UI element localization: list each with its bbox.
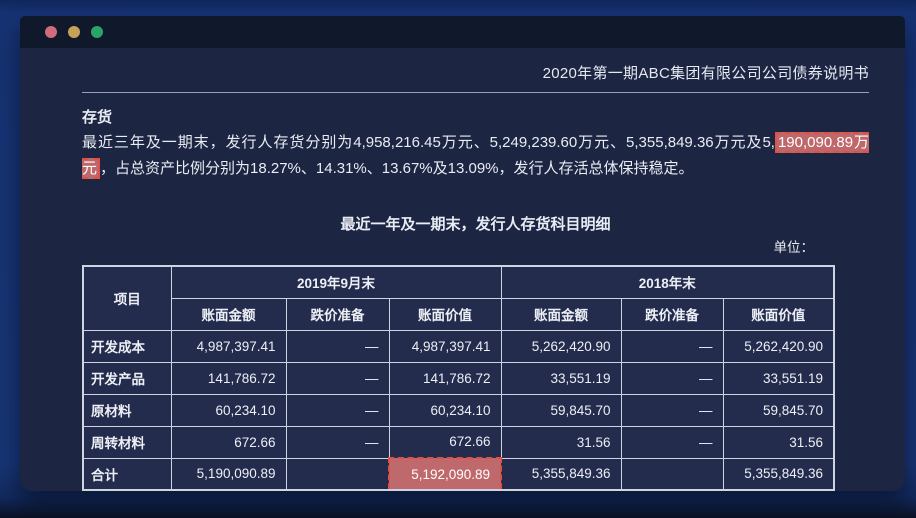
column-header-item: 项目 (82, 265, 172, 331)
row-label: 开发产品 (82, 361, 172, 395)
document-header-title: 2020年第一期ABC集团有限公司公司债券说明书 (542, 65, 869, 82)
cell-value: 141,786.72 (388, 361, 502, 395)
table-row: 原材料 60,234.10 — 60,234.10 59,845.70 — 59… (82, 393, 835, 427)
column-header-period-2018: 2018年末 (500, 265, 835, 299)
unit-label: 单位： (773, 240, 815, 255)
column-header-book-amount-2018: 账面金额 (500, 297, 622, 331)
column-header-impairment-2019: 跌价准备 (285, 297, 390, 331)
cell-value: 59,845.70 (500, 393, 622, 427)
cell-value: 4,987,397.41 (170, 329, 287, 363)
column-header-period-2019: 2019年9月末 (170, 265, 502, 299)
cell-value: — (285, 393, 390, 427)
maximize-button[interactable] (91, 26, 103, 38)
cell-value (620, 457, 724, 491)
cell-value: — (620, 425, 724, 459)
cell-value: 5,262,420.90 (722, 329, 835, 363)
column-header-impairment-2018: 跌价准备 (620, 297, 724, 331)
cell-value: 59,845.70 (722, 393, 835, 427)
window-titlebar (20, 16, 905, 48)
cell-value: 672.66 (388, 425, 502, 459)
cell-value: 5,262,420.90 (500, 329, 622, 363)
cell-value: — (620, 361, 724, 395)
document-window: 2020年第一期ABC集团有限公司公司债券说明书 存货 最近三年及一期末，发行人… (20, 16, 905, 491)
table-row: 开发产品 141,786.72 — 141,786.72 33,551.19 —… (82, 361, 835, 395)
cell-value: 141,786.72 (170, 361, 287, 395)
cell-value: 60,234.10 (388, 393, 502, 427)
cell-value: 60,234.10 (170, 393, 287, 427)
row-label: 原材料 (82, 393, 172, 427)
cell-value: 31.56 (722, 425, 835, 459)
table-header-row-subcolumns: 账面金额 跌价准备 账面价值 账面金额 跌价准备 账面价值 (83, 297, 835, 331)
body-paragraph: 最近三年及一期末，发行人存货分别为4,958,216.45万元、5,249,23… (82, 130, 869, 182)
row-label: 周转材料 (82, 425, 172, 459)
annotation-highlight-cell[interactable]: 5,192,090.89 (387, 457, 503, 491)
row-label: 合计 (82, 457, 172, 491)
cell-value: 5,355,849.36 (500, 457, 622, 491)
column-header-book-value-2018: 账面价值 (722, 297, 835, 331)
table-row-total: 合计 5,190,090.89 5,192,090.89 5,355,849.3… (82, 457, 835, 491)
cell-value: 33,551.19 (722, 361, 835, 395)
table-title: 最近一年及一期末，发行人存货科目明细 (340, 216, 611, 233)
table-header-row-periods: 项目 2019年9月末 2018年末 (82, 265, 835, 331)
paragraph-text-before: 最近三年及一期末，发行人存货分别为4,958,216.45万元、5,249,23… (82, 134, 775, 151)
table-row: 周转材料 672.66 — 672.66 31.56 — 31.56 (82, 425, 835, 459)
cell-value (285, 457, 390, 491)
inventory-table: 项目 2019年9月末 2018年末 账面金额 跌价准备 账面价值 账面金额 跌… (82, 265, 836, 491)
column-header-book-amount-2019: 账面金额 (170, 297, 287, 331)
cell-value: 5,190,090.89 (170, 457, 287, 491)
cell-value: — (620, 329, 724, 363)
cell-value: 33,551.19 (500, 361, 622, 395)
row-label: 开发成本 (82, 329, 172, 363)
header-divider (82, 92, 869, 93)
close-button[interactable] (45, 26, 57, 38)
cell-value: 5,355,849.36 (722, 457, 835, 491)
section-heading: 存货 (82, 109, 113, 126)
cell-value: 31.56 (500, 425, 622, 459)
cell-value: — (285, 329, 390, 363)
paragraph-text-after: ，占总资产比例分别为18.27%、14.31%、13.67%及13.09%，发行… (100, 160, 694, 177)
cell-value: 672.66 (170, 425, 287, 459)
cell-value: — (285, 361, 390, 395)
document-page: 2020年第一期ABC集团有限公司公司债券说明书 存货 最近三年及一期末，发行人… (20, 48, 905, 491)
cell-value: — (620, 393, 724, 427)
minimize-button[interactable] (68, 26, 80, 38)
table-row: 开发成本 4,987,397.41 — 4,987,397.41 5,262,4… (82, 329, 835, 363)
cell-value: — (285, 425, 390, 459)
column-header-book-value-2019: 账面价值 (388, 297, 502, 331)
cell-value: 4,987,397.41 (388, 329, 502, 363)
